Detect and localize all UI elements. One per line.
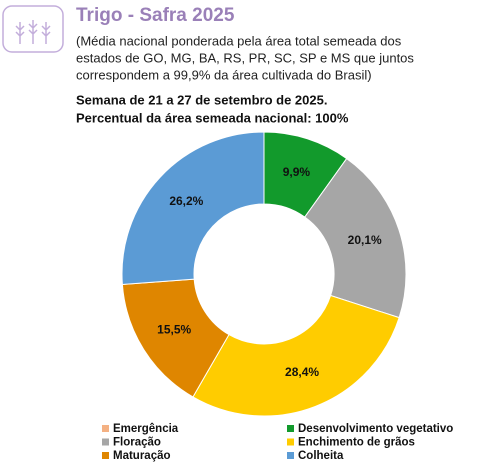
legend-swatch (287, 452, 294, 459)
legend-swatch (102, 452, 109, 459)
subtitle: (Média nacional ponderada pela área tota… (76, 33, 402, 48)
value-label: 28,4% (285, 365, 319, 379)
legend-swatch (287, 438, 294, 446)
legend-label: Floração (113, 437, 161, 449)
donut-slice (304, 157, 407, 319)
value-label: 20,1% (348, 233, 382, 247)
legend-swatch (287, 425, 294, 432)
header: Percentual da área semeada nacional: 100… (76, 110, 349, 125)
legend-label: Colheita (298, 450, 344, 462)
legend-label: Maturação (113, 450, 171, 462)
legend-label: Emergência (113, 423, 179, 435)
chart-title: Trigo - Safra 2025 (76, 5, 235, 26)
legend-label: Desenvolvimento vegetativo (298, 423, 453, 435)
legend-swatch (102, 438, 109, 446)
subtitle: estados de GO, MG, BA, RS, PR, SC, SP e … (76, 50, 414, 65)
subtitle: correspondem a 99,9% da área cultivada d… (76, 67, 372, 82)
donut-slice (121, 131, 265, 285)
legend-swatch (102, 425, 109, 432)
donut-slice (192, 294, 400, 417)
value-label: 15,5% (157, 322, 191, 336)
legend-label: Enchimento de grãos (298, 437, 415, 449)
value-label: 9,9% (283, 165, 311, 179)
header: Semana de 21 a 27 de setembro de 2025. (76, 92, 327, 107)
wheat-icon (2, 5, 64, 53)
value-label: 26,2% (169, 194, 203, 208)
